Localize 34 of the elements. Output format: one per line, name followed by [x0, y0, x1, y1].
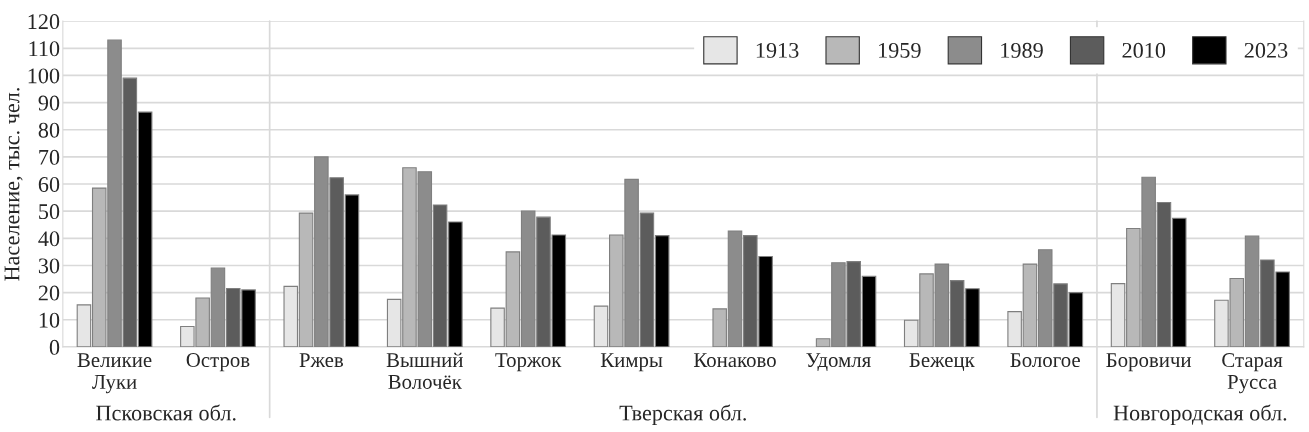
x-tick-label: Старая Русса — [1222, 353, 1283, 394]
y-tick-label: 0 — [49, 339, 60, 355]
legend-label: 2023 — [1244, 42, 1288, 58]
y-tick-label: 40 — [38, 231, 60, 247]
x-tick-label: Остров — [186, 353, 250, 372]
x-tick-label: Конаково — [693, 353, 776, 368]
y-tick-label: 60 — [38, 176, 60, 192]
x-tick-label: Боровичи — [1106, 353, 1192, 372]
x-tick-label: Бологое — [1010, 353, 1080, 368]
y-tick-label: 90 — [38, 95, 60, 111]
y-tick-label: 70 — [39, 149, 60, 165]
y-tick-label: 20 — [38, 285, 60, 301]
x-tick-label: Торжок — [495, 353, 562, 372]
legend-label: 1913 — [756, 42, 799, 58]
y-tick-label: 10 — [39, 312, 60, 328]
x-tick-label: Кимры — [600, 353, 663, 372]
y-tick-label: 120 — [28, 14, 60, 30]
y-axis-title: Население, тыс. чел. — [4, 88, 23, 281]
legend-label: 1959 — [879, 42, 921, 58]
x-tick-label: Ржев — [299, 353, 344, 368]
y-tick-label: 50 — [39, 204, 60, 220]
text: Псковская обл. — [96, 404, 236, 421]
text: Тверская обл. — [619, 404, 746, 426]
y-tick-label: 100 — [28, 68, 60, 84]
x-tick-label: Удомля — [806, 353, 871, 371]
y-tick-label: 80 — [38, 122, 60, 138]
text: Новгородская обл. — [1113, 404, 1287, 426]
legend-label: 2010 — [1122, 42, 1166, 58]
x-tick-label: Великие Луки — [77, 353, 152, 394]
x-tick-label: Вышний Волочёк — [386, 352, 463, 389]
legend-label: 1989 — [1001, 42, 1043, 58]
y-tick-label: 30 — [38, 258, 60, 274]
y-tick-label: 110 — [29, 41, 60, 57]
x-tick-label: Бежецк — [909, 353, 975, 371]
